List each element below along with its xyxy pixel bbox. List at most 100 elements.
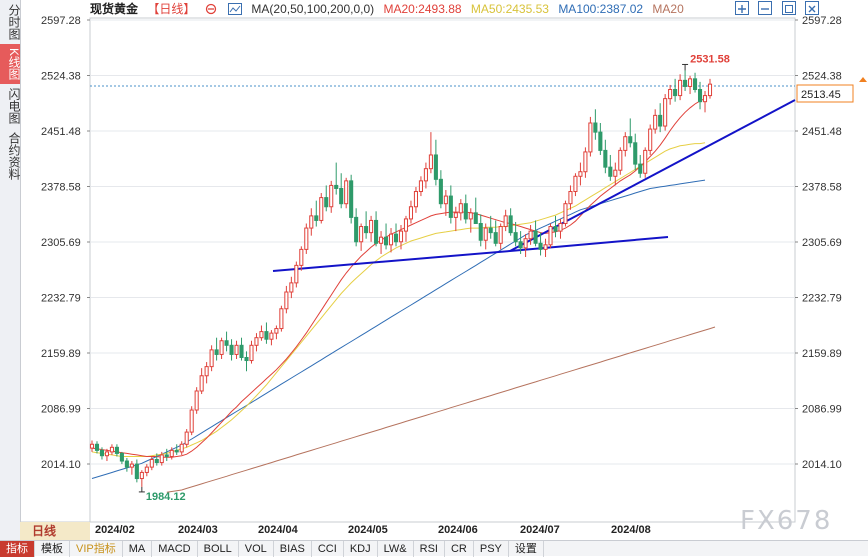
candle-body [393,233,399,243]
bottom-tab-12[interactable]: CR [445,541,474,557]
zoom-out-icon[interactable] [758,1,773,15]
indicator-tab-bar: 指标 模板 VIP指标 MA MACD BOLL VOL BIAS CCI KDJ LW& RSI CR… [0,540,868,557]
y-tick-label-right: 2014.10 [802,459,842,471]
bottom-tab-8[interactable]: CCI [312,541,344,557]
candle-body [413,191,418,208]
bottom-tab-14[interactable]: 设置 [509,541,544,557]
candle-body [219,340,224,355]
candle-body [448,195,453,218]
candle-body [159,454,164,464]
candle-body [668,88,673,100]
candle-body [109,446,114,453]
side-tab-0[interactable]: 分时图 [7,4,21,40]
candle-body [603,149,608,168]
candle-body [244,356,249,362]
candle-body [553,226,558,232]
bottom-tab-10[interactable]: LW& [378,541,414,557]
candle-body [314,215,319,221]
candle-body [179,443,184,453]
candle-body [608,166,613,177]
candle-body [588,122,593,153]
high-price-label: 2531.58 [690,53,730,65]
settings-small-icon[interactable] [205,2,219,15]
price-tag-arrow [859,77,867,82]
bottom-tab-1[interactable]: 模板 [35,541,70,557]
side-tab-3[interactable]: 合约资料 [7,132,21,181]
side-tab-1[interactable]: K线图 [0,44,21,85]
bottom-tab-13[interactable]: PSY [474,541,509,557]
candle-body [548,226,553,246]
candle-body [388,233,394,246]
bottom-tab-6[interactable]: VOL [239,541,274,557]
maximize-icon[interactable] [781,1,796,15]
candle-body [294,264,299,284]
candle-body [568,191,573,205]
candle-body [169,449,174,457]
candle-body [289,282,294,293]
bottom-tab-11[interactable]: RSI [414,541,445,557]
candle-body [119,452,124,462]
candle-body [528,230,533,240]
candle-body [628,136,633,144]
candle-body [633,142,638,165]
candle-body [697,88,703,103]
candle-body [324,197,329,208]
ma50-line [91,142,706,457]
plot-frame [89,17,796,523]
period-label[interactable]: 【日线】 [147,2,196,16]
candle-body [374,219,379,244]
candle-body [678,79,683,97]
bottom-tab-0[interactable]: 指标 [0,541,35,557]
candle-body [309,215,314,229]
bottom-tab-9[interactable]: KDJ [344,541,378,557]
candle-body [114,446,119,454]
candle-body [364,226,369,234]
candle-body [503,215,508,228]
y-tick-label-right: 2086.99 [802,404,842,416]
bottom-tab-3[interactable]: MA [123,541,153,557]
zoom-in-icon[interactable] [735,1,749,15]
candle-body [359,226,364,243]
indicator-chart-icon[interactable] [228,2,243,15]
candle-body [558,222,563,232]
candle-body [284,291,289,310]
candle-body [483,227,488,241]
bottom-tab-5[interactable]: BOLL [198,541,239,557]
candle-body [488,227,493,234]
candle-body [433,154,438,180]
candle-body [623,136,628,151]
y-tick-label-left: 2378.58 [41,182,81,194]
candle-body [523,238,528,249]
trendline-support-lower [272,250,511,272]
candle-body [354,216,359,243]
y-tick-label-right: 2305.69 [802,237,842,249]
candle-body [99,449,105,457]
chart-header: 现货黄金 【日线】 MA(20,50,100,200,0,0) MA20:249… [90,0,790,18]
candle-body [259,331,264,339]
candle-body [279,308,284,330]
period-selector[interactable]: 日线 [20,522,90,540]
bottom-tab-7[interactable]: BIAS [274,541,312,557]
candle-body [508,215,513,234]
bottom-tab-2[interactable]: VIP指标 [70,541,123,557]
candle-body [453,212,458,218]
y-tick-label-right: 2232.79 [802,293,842,305]
bottom-tab-4[interactable]: MACD [152,541,198,557]
trendline-support-upper [509,99,796,252]
candle-body [498,226,503,244]
x-tick-label: 2024/05 [348,524,388,536]
candle-body [648,128,653,151]
candle-body [563,203,568,224]
candle-body [613,169,618,177]
low-price-label: 1984.12 [146,491,186,503]
side-tab-2[interactable]: 闪电图 [7,88,21,125]
x-tick-label: 2024/03 [178,524,218,536]
candle-body [658,114,663,127]
y-tick-label-right: 2524.38 [802,71,842,83]
candle-body [458,203,463,214]
candle-body [199,375,204,392]
ma200-value: MA20 [652,2,684,16]
y-tick-label-left: 2597.28 [41,15,81,27]
close-icon[interactable] [805,1,820,15]
candlestick-chart[interactable]: 2597.28 2597.28 2524.38 2524.38 2451.48 2451.… [0,0,868,540]
